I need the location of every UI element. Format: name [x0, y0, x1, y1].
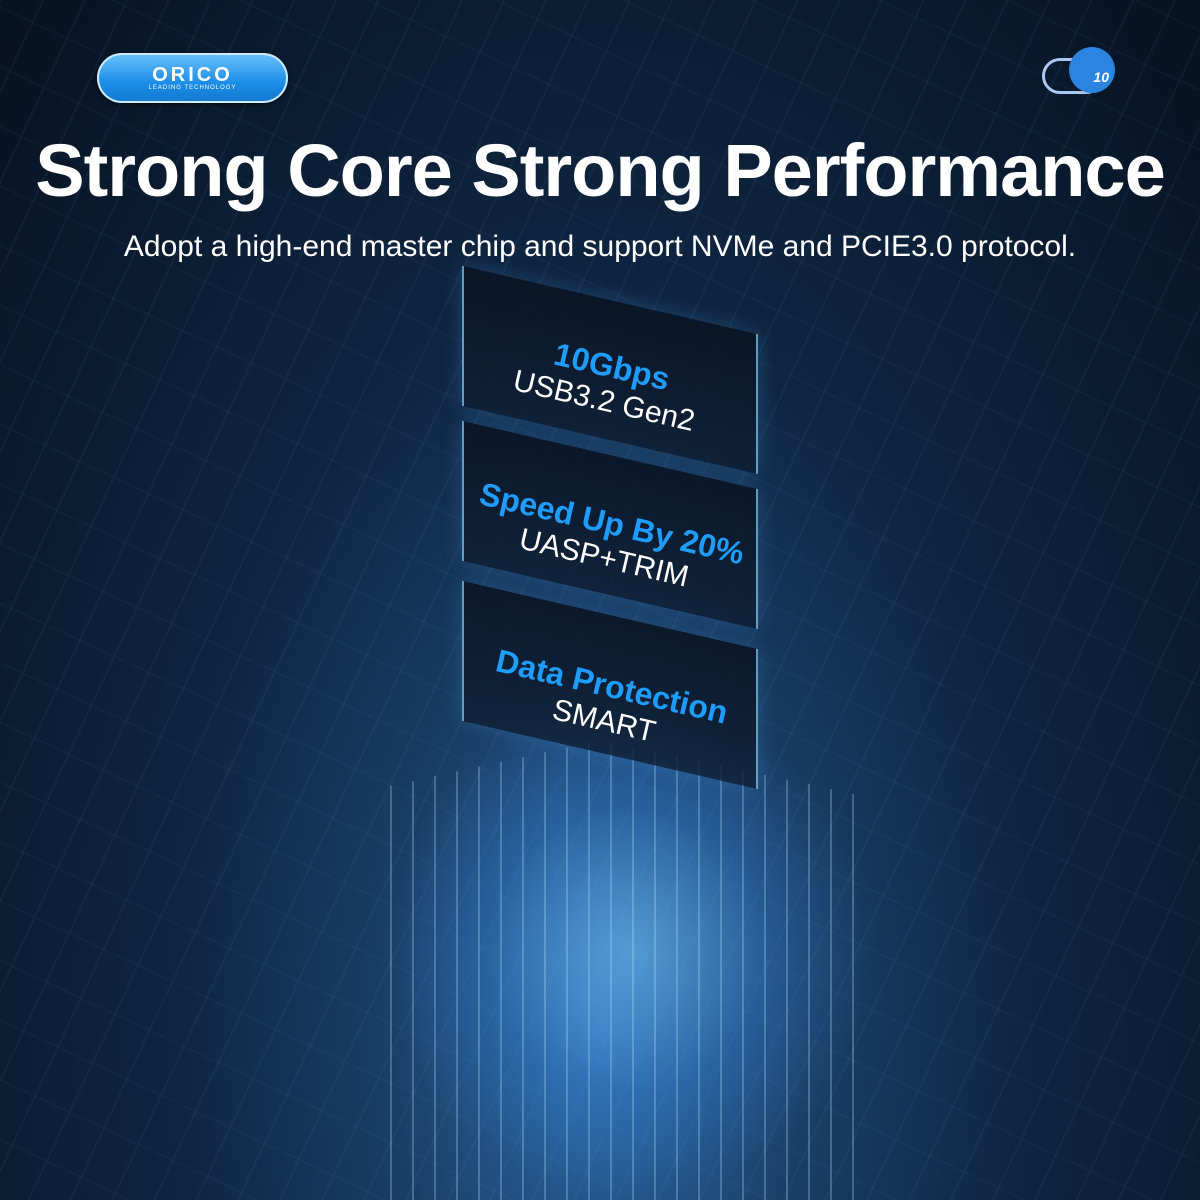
- speedometer-icon: 10: [1069, 47, 1115, 93]
- glowing-chip-cube: [390, 740, 860, 1200]
- subtitle: Adopt a high-end master chip and support…: [123, 230, 1077, 263]
- badge-value: 10: [1093, 69, 1109, 85]
- logo-name: ORICO: [152, 64, 233, 86]
- chip-glow: [380, 700, 880, 1200]
- speed-badge: 10: [1042, 47, 1115, 94]
- headline: Strong Core Strong Performance: [35, 129, 1166, 212]
- logo-tagline: LEADING TECHNOLOGY: [148, 85, 237, 91]
- orico-logo: ORICO LEADING TECHNOLOGY: [97, 53, 288, 103]
